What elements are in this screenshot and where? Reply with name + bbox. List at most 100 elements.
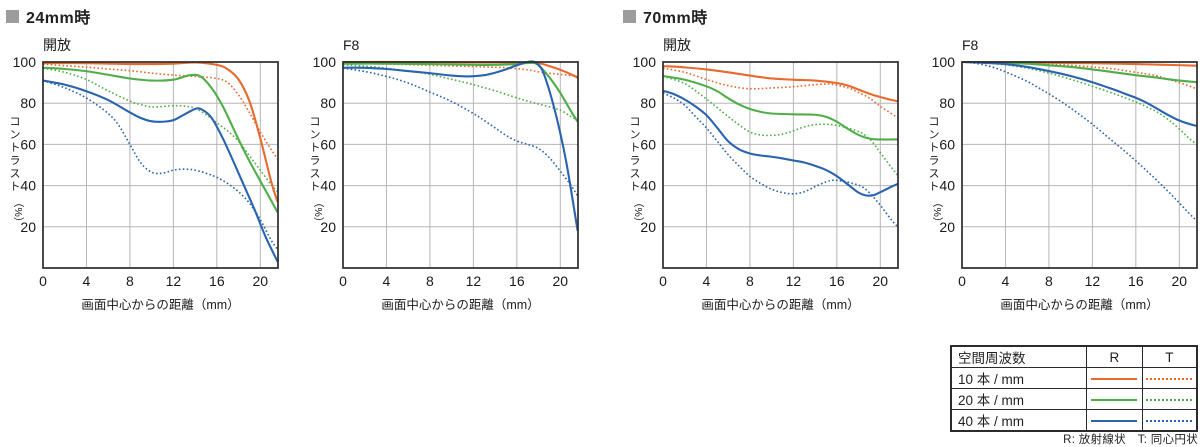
chart-title: F8	[343, 37, 360, 53]
series-line-40-mm-R	[961, 60, 1197, 127]
y-tick-label: 100	[633, 54, 657, 70]
legend-header-row: 空間周波数 R T	[950, 345, 1198, 368]
svg-text:ス: ス	[929, 168, 940, 180]
svg-text:ラ: ラ	[310, 155, 321, 167]
y-tick-label: 40	[939, 178, 955, 194]
chart-title: 開放	[43, 37, 71, 53]
x-tick-label: 12	[786, 273, 802, 289]
y-tick-label: 20	[320, 219, 336, 235]
legend-swatch-cell	[1085, 388, 1143, 410]
x-tick-label: 4	[703, 273, 711, 289]
svg-text:コ: コ	[310, 116, 321, 128]
legend-row-20: 20 本 / mm	[950, 388, 1198, 410]
svg-text:ラ: ラ	[10, 155, 21, 167]
solid-line-swatch	[1091, 419, 1138, 422]
series-line-10-mm-R	[42, 61, 279, 203]
svg-text:ス: ス	[630, 168, 641, 180]
solid-line-swatch	[1091, 398, 1138, 401]
series-line-20-mm-T	[961, 61, 1198, 146]
plot-frame	[42, 61, 279, 269]
x-tick-label: 20	[253, 273, 269, 289]
legend-swatch-cell	[1141, 409, 1198, 432]
svg-text:ト: ト	[310, 181, 321, 193]
svg-text:（%）: （%）	[12, 197, 24, 227]
series-line-40-mm-R	[42, 79, 279, 263]
x-tick-label: 20	[553, 273, 569, 289]
y-tick-label: 80	[939, 95, 955, 111]
y-tick-label: 40	[320, 178, 336, 194]
x-axis-label: 画面中心からの距離（mm）	[81, 297, 239, 312]
svg-text:ト: ト	[929, 142, 940, 154]
svg-text:ト: ト	[630, 181, 641, 193]
svg-text:ト: ト	[929, 181, 940, 193]
plot-frame	[342, 61, 579, 269]
chart-title: F8	[962, 37, 979, 53]
legend-swatch-cell	[1085, 367, 1143, 389]
x-tick-label: 8	[126, 273, 134, 289]
y-tick-label: 20	[640, 219, 656, 235]
series-group	[342, 60, 579, 232]
x-tick-label: 20	[1172, 273, 1188, 289]
chart-title: 開放	[663, 37, 691, 53]
section-header-24mm: 24mm時	[6, 4, 91, 28]
series-line-20-mm-T	[662, 75, 899, 176]
legend-header-r: R	[1085, 345, 1143, 368]
y-tick-label: 60	[939, 136, 955, 152]
y-tick-label: 60	[20, 136, 36, 152]
plot-frame	[961, 61, 1198, 269]
series-line-20-mm-R	[662, 74, 898, 141]
y-tick-label: 40	[640, 178, 656, 194]
series-group	[662, 65, 899, 228]
series-line-40-mm-T	[42, 79, 279, 250]
y-tick-label: 100	[932, 54, 956, 70]
legend-row-10: 10 本 / mm	[950, 367, 1198, 389]
svg-text:ン: ン	[310, 129, 321, 141]
series-line-10-mm-T	[662, 67, 899, 119]
legend-swatch-cell	[1141, 388, 1198, 410]
x-tick-label: 4	[83, 273, 91, 289]
series-line-10-mm-T	[961, 61, 1197, 90]
svg-text:コ: コ	[630, 116, 641, 128]
x-tick-label: 8	[746, 273, 754, 289]
y-tick-label: 80	[320, 95, 336, 111]
x-tick-label: 0	[39, 273, 47, 289]
series-group	[961, 60, 1198, 222]
x-tick-label: 20	[873, 273, 889, 289]
legend-header-frequency: 空間周波数	[950, 345, 1087, 368]
series-line-20-mm-T	[42, 67, 279, 193]
series-line-40-mm-T	[961, 61, 1198, 222]
x-axis-label: 画面中心からの距離（mm）	[701, 297, 859, 312]
dotted-line-swatch	[1146, 377, 1193, 380]
svg-text:ラ: ラ	[929, 155, 940, 167]
series-line-40-mm-R	[342, 60, 579, 232]
x-tick-label: 0	[659, 273, 667, 289]
svg-text:（%）: （%）	[632, 197, 644, 227]
legend-swatch-cell	[1085, 409, 1143, 432]
svg-text:ン: ン	[929, 129, 940, 141]
svg-text:ン: ン	[10, 129, 21, 141]
y-tick-label: 40	[20, 178, 36, 194]
section-marker-icon	[6, 9, 19, 23]
series-line-40-mm-T	[342, 67, 579, 197]
series-line-20-mm-R	[961, 60, 1197, 84]
dotted-line-swatch	[1146, 398, 1193, 401]
series-line-20-mm-R	[42, 66, 279, 213]
y-tick-label: 100	[313, 54, 337, 70]
section-marker-icon	[623, 9, 636, 23]
section-header-70mm: 70mm時	[623, 4, 708, 28]
series-line-20-mm-T	[342, 64, 579, 122]
section-label: 70mm時	[643, 10, 708, 27]
dotted-line-swatch	[1146, 419, 1193, 422]
x-axis-label: 画面中心からの距離（mm）	[381, 297, 539, 312]
x-tick-label: 0	[958, 273, 966, 289]
series-line-40-mm-T	[662, 92, 899, 228]
